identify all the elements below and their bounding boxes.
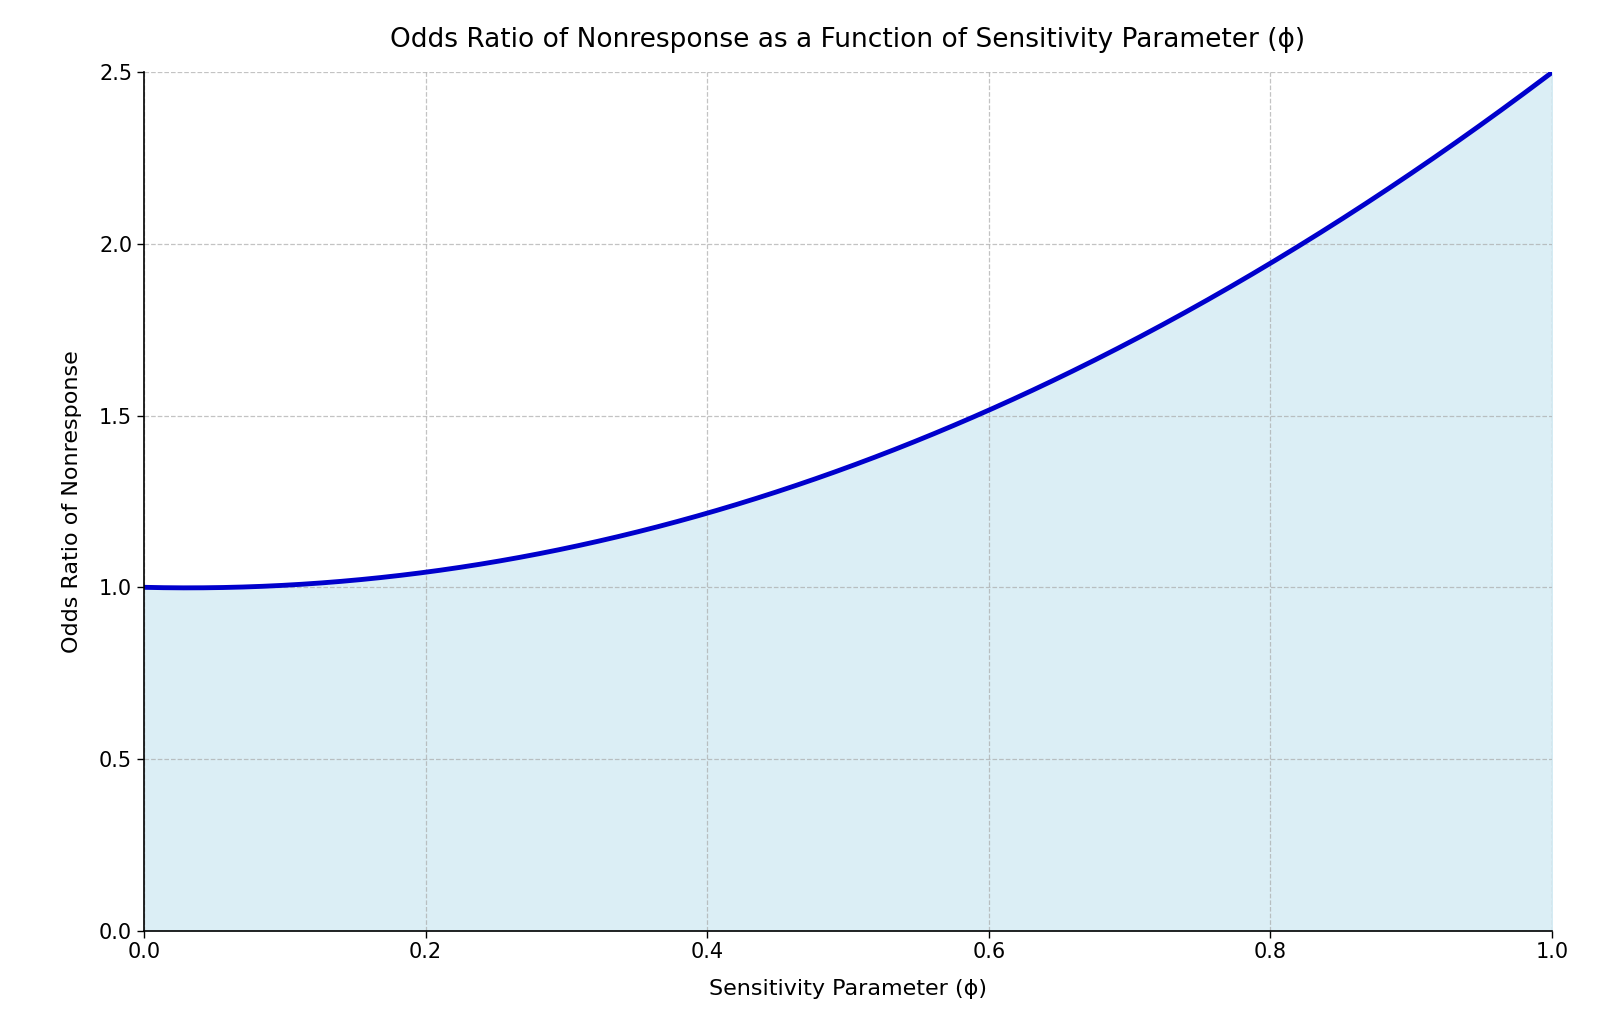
Y-axis label: Odds Ratio of Nonresponse: Odds Ratio of Nonresponse [62,351,83,652]
X-axis label: Sensitivity Parameter (ϕ): Sensitivity Parameter (ϕ) [709,979,987,999]
Title: Odds Ratio of Nonresponse as a Function of Sensitivity Parameter (ϕ): Odds Ratio of Nonresponse as a Function … [390,27,1306,54]
